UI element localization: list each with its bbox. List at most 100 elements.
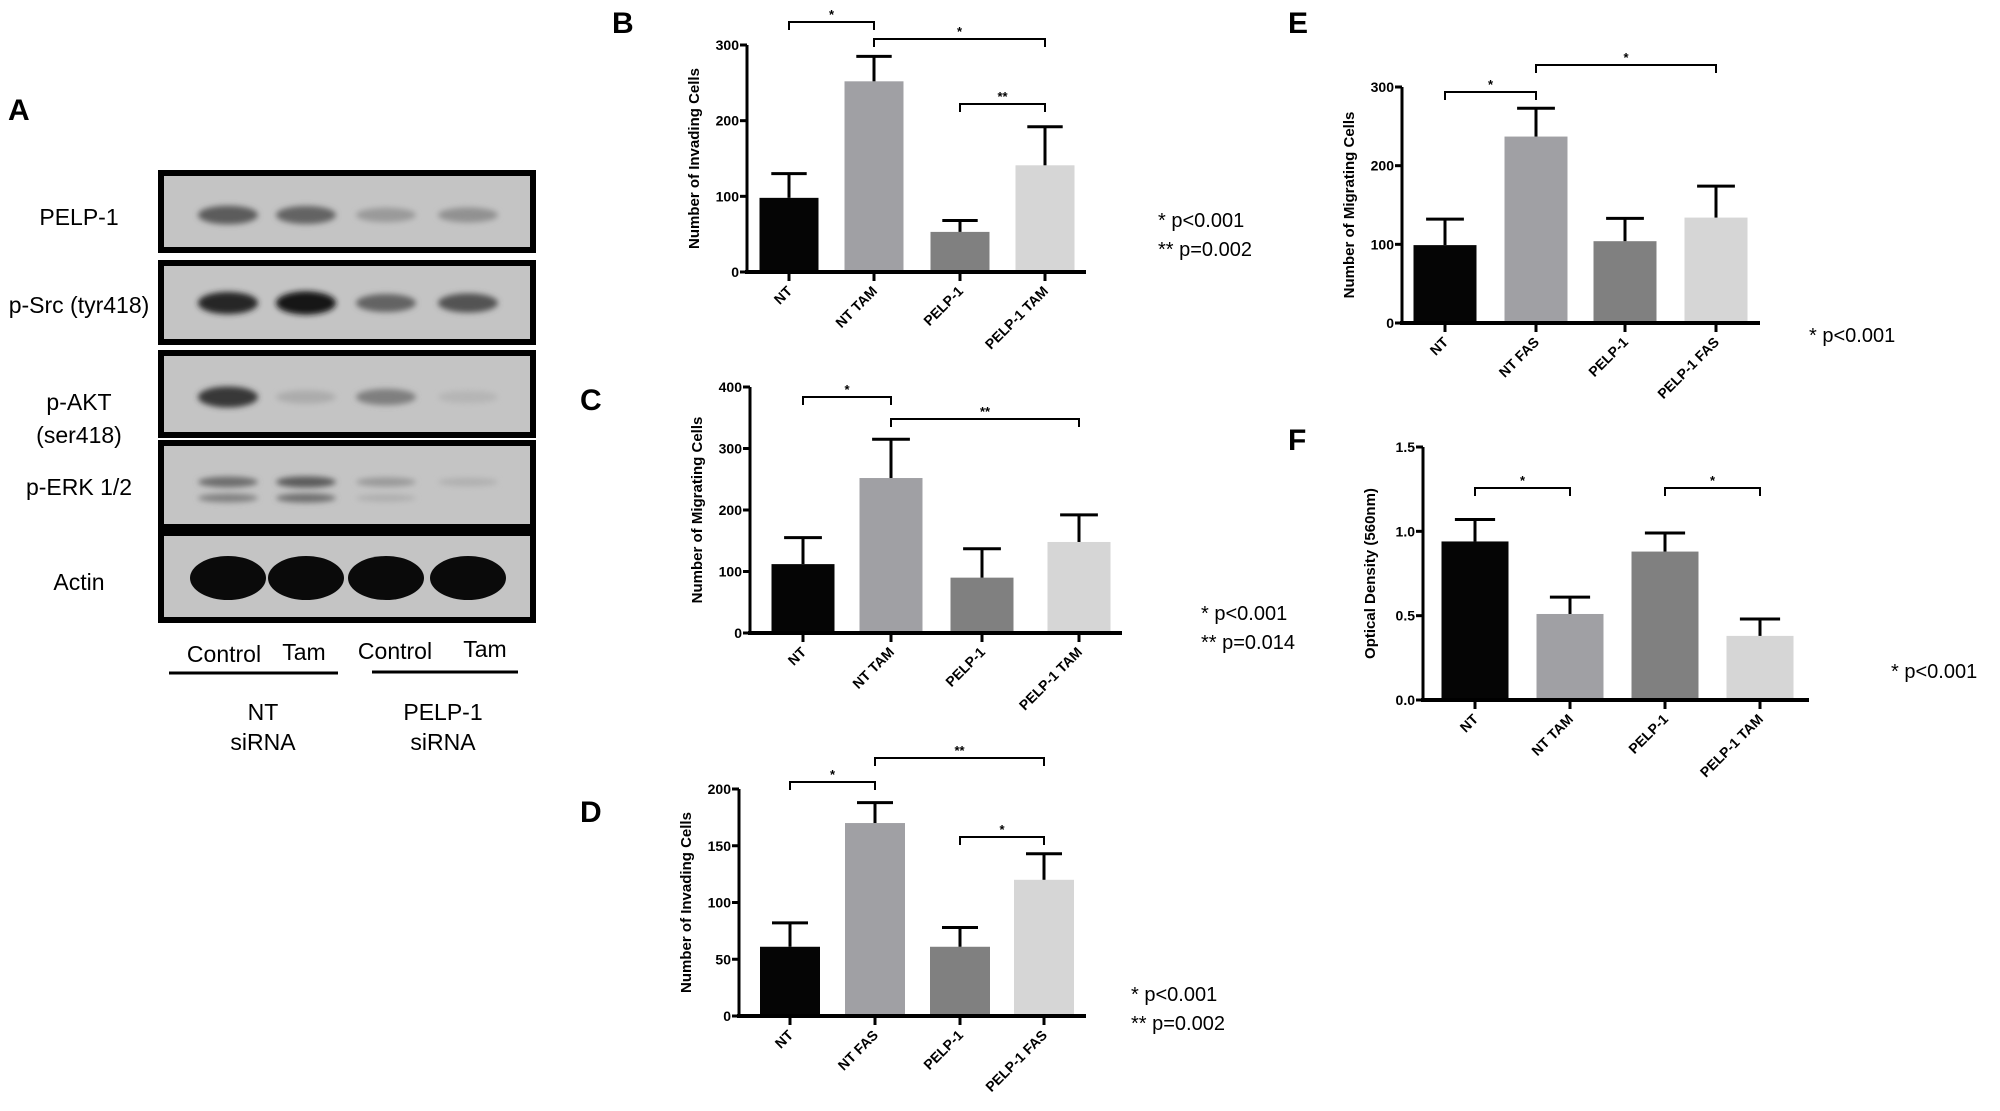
p-value-legend: * p<0.001 [1809,325,1895,347]
bar [950,577,1014,633]
significance-label: * [957,24,963,39]
y-tick-label: 200 [716,113,740,129]
panel-letter: C [580,384,602,417]
y-tick-label: 0 [734,625,742,641]
bar [1593,241,1657,323]
blot-band [438,207,498,223]
x-tick-label: NT [1457,710,1482,735]
bar [845,823,905,1016]
bar [1014,879,1074,1016]
bar [1726,635,1794,700]
blot-band [438,293,498,313]
significance-label: ** [997,89,1008,104]
blot-band [198,291,258,315]
blot-row-label: p-ERK 1/2 [26,474,132,500]
chart-d: D NT NT FAS PELP-1 PELP-1 FAS 0 50 100 150 200 Num… [580,743,1225,1095]
p-value-legend: * p<0.001 [1158,210,1244,232]
blot-band [438,390,498,404]
x-tick-label: NT [785,643,810,668]
y-tick-label: 1.0 [1396,523,1416,539]
blot-row-label: PELP-1 [39,204,118,230]
y-tick-label: 300 [1371,79,1395,95]
x-tick-label: PELP-1 [1585,334,1631,380]
significance-label: ** [980,404,991,419]
y-tick-label: 150 [708,838,732,854]
blot-band [438,494,498,502]
y-axis-label: Number of Invading Cells [686,68,703,249]
bar [771,564,835,633]
x-tick-label: PELP-1 TAM [982,283,1051,352]
x-tick-label: NT TAM [849,644,897,692]
y-tick-label: 0.5 [1396,608,1416,624]
x-tick-label: NT [771,282,796,307]
significance-label: * [829,7,835,22]
p-value-legend: ** p=0.002 [1158,239,1252,261]
significance-bracket [959,103,1046,112]
blot-row-label: (ser418) [36,422,122,448]
blot-band [198,493,258,503]
significance-bracket [874,757,1045,766]
y-tick-label: 0.0 [1396,692,1416,708]
y-tick-label: 1.5 [1396,439,1416,455]
y-axis-label: Number of Migrating Cells [689,417,706,604]
group-label: PELP-1 [403,699,482,725]
blot-band [356,477,416,487]
significance-label: ** [954,743,965,758]
y-tick-label: 0 [1386,315,1394,331]
y-tick-label: 100 [716,188,740,204]
significance-bracket [959,836,1045,845]
bar [1413,245,1477,323]
bar [859,478,923,633]
bar-charts: B NT NT TAM PELP-1 PELP-1 TAM 0 100 200 300 Numbe… [580,7,1977,1095]
y-tick-label: 200 [719,502,743,518]
bar [1684,217,1748,323]
p-value-legend: * p<0.001 [1891,661,1977,683]
significance-label: * [1710,473,1716,488]
blot-band [356,207,416,223]
x-tick-label: NT FAS [835,1027,882,1074]
western-blot-panel: A PELP-1 p-Src (tyr418) p-AKT (ser418) p-ERK… [8,94,536,755]
significance-bracket [1444,91,1537,100]
group-label: siRNA [410,729,476,755]
panel-letter-a: A [8,94,30,127]
y-tick-label: 0 [723,1008,731,1024]
blot-band [356,294,416,312]
p-value-legend: ** p=0.014 [1201,632,1295,654]
blot-band [438,477,498,487]
x-tick-label: PELP-1 FAS [1654,334,1722,402]
significance-bracket [1535,64,1717,73]
bar [930,231,990,272]
bar [1441,541,1509,700]
blot-band [356,388,416,406]
panel-letter: F [1288,424,1306,457]
chart-c: C NT NT TAM PELP-1 PELP-1 TAM 0 100 200 300 400 Nu… [580,379,1295,713]
y-tick-label: 400 [719,379,743,395]
y-tick-label: 300 [719,441,743,457]
x-tick-label: NT [772,1026,797,1051]
significance-bracket [1474,487,1571,496]
x-tick-label: PELP-1 [920,283,966,329]
blot-band [190,556,266,600]
blot-row-label: p-Src (tyr418) [9,292,150,318]
blot-band [276,476,336,488]
y-tick-label: 100 [719,564,743,580]
blot-row-label: p-AKT [46,389,111,415]
blot-band [430,556,506,600]
y-tick-label: 50 [715,951,731,967]
significance-label: * [1488,77,1494,92]
bar [1015,165,1075,272]
bar [760,946,820,1016]
blot-band [198,476,258,488]
lane-label: Tam [282,639,325,665]
lane-label: Control [187,641,261,667]
blot-row: p-ERK 1/2 [26,440,536,530]
blot-row: p-Src (tyr418) [9,260,536,345]
significance-label: * [844,382,850,397]
p-value-legend: * p<0.001 [1131,984,1217,1006]
blot-band [276,493,336,503]
x-tick-label: PELP-1 [942,644,988,690]
x-tick-label: PELP-1 FAS [982,1027,1050,1095]
y-tick-label: 200 [1371,158,1395,174]
group-label: siRNA [230,729,296,755]
